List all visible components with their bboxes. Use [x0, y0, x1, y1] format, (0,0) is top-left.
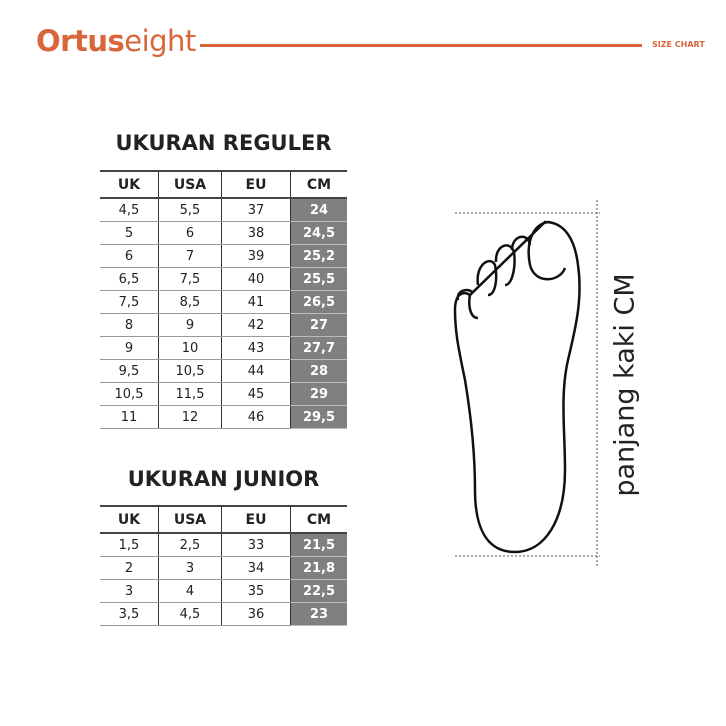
table-row: 6,5 7,5 40 25,5 [100, 267, 347, 291]
table-row: 1,5 2,5 33 21,5 [100, 533, 347, 557]
table-cell: 11,5 [158, 382, 222, 406]
column-header: USA [158, 170, 222, 199]
table-cell: 38 [221, 221, 291, 245]
table-cell: 2,5 [158, 533, 222, 557]
table-cell: 6 [158, 221, 222, 245]
table-cell: 2 [100, 556, 159, 580]
table-cell: 7,5 [158, 267, 222, 291]
table-cell: 24,5 [290, 221, 347, 245]
table-cell: 36 [221, 602, 291, 626]
table-row: 6 7 39 25,2 [100, 244, 347, 268]
junior-title: UKURAN JUNIOR [127, 467, 320, 491]
reguler-title: UKURAN REGULER [115, 131, 332, 155]
table-cell: 5,5 [158, 198, 222, 222]
table-cell: 41 [221, 290, 291, 314]
table-row: 10,5 11,5 45 29 [100, 382, 347, 406]
table-cell: 24 [290, 198, 347, 222]
table-cell: 46 [221, 405, 291, 429]
table-cell: 4,5 [100, 198, 159, 222]
table-cell: 44 [221, 359, 291, 383]
table-cell: 39 [221, 244, 291, 268]
column-header: UK [100, 170, 159, 199]
junior-table: UK USA EU CM 1,5 2,5 33 21,5 2 3 34 21,8 3 4 35 22,5 3,5… [100, 505, 347, 626]
table-cell: 43 [221, 336, 291, 360]
table-cell: 29 [290, 382, 347, 406]
table-cell: 12 [158, 405, 222, 429]
header-row: UK USA EU CM [100, 505, 347, 534]
table-cell: 34 [221, 556, 291, 580]
table-row: 5 6 38 24,5 [100, 221, 347, 245]
table-row: 3,5 4,5 36 23 [100, 602, 347, 626]
table-cell: 3 [100, 579, 159, 603]
table-cell: 1,5 [100, 533, 159, 557]
table-cell: 10,5 [158, 359, 222, 383]
table-cell: 29,5 [290, 405, 347, 429]
table-cell: 5 [100, 221, 159, 245]
table-cell: 42 [221, 313, 291, 337]
table-cell: 45 [221, 382, 291, 406]
column-header: UK [100, 505, 159, 534]
table-cell: 6,5 [100, 267, 159, 291]
table-cell: 27 [290, 313, 347, 337]
brand-logo: Ortuseight [36, 24, 196, 58]
table-cell: 9 [100, 336, 159, 360]
header-row: UK USA EU CM [100, 170, 347, 199]
table-cell: 33 [221, 533, 291, 557]
table-cell: 10 [158, 336, 222, 360]
reguler-table: UK USA EU CM 4,5 5,5 37 24 5 6 38 24,5 6 7 39 25,2 6,5 7,… [100, 170, 347, 429]
table-cell: 40 [221, 267, 291, 291]
size-chart-label: SIZE CHART [652, 40, 705, 49]
table-cell: 8 [100, 313, 159, 337]
table-row: 8 9 42 27 [100, 313, 347, 337]
table-cell: 7 [158, 244, 222, 268]
table-cell: 25,5 [290, 267, 347, 291]
table-cell: 3,5 [100, 602, 159, 626]
header-divider [200, 44, 642, 47]
table-row: 9 10 43 27,7 [100, 336, 347, 360]
table-row: 3 4 35 22,5 [100, 579, 347, 603]
table-cell: 7,5 [100, 290, 159, 314]
table-row: 4,5 5,5 37 24 [100, 198, 347, 222]
table-row: 2 3 34 21,8 [100, 556, 347, 580]
table-cell: 21,5 [290, 533, 347, 557]
table-cell: 23 [290, 602, 347, 626]
table-cell: 4 [158, 579, 222, 603]
table-cell: 9 [158, 313, 222, 337]
table-cell: 10,5 [100, 382, 159, 406]
table-cell: 27,7 [290, 336, 347, 360]
table-cell: 37 [221, 198, 291, 222]
column-header: USA [158, 505, 222, 534]
column-header: EU [221, 170, 291, 199]
foot-outline-icon [453, 220, 581, 554]
table-cell: 4,5 [158, 602, 222, 626]
table-cell: 6 [100, 244, 159, 268]
table-row: 11 12 46 29,5 [100, 405, 347, 429]
table-cell: 3 [158, 556, 222, 580]
table-cell: 28 [290, 359, 347, 383]
table-row: 9,5 10,5 44 28 [100, 359, 347, 383]
table-cell: 25,2 [290, 244, 347, 268]
table-cell: 26,5 [290, 290, 347, 314]
table-cell: 35 [221, 579, 291, 603]
table-cell: 22,5 [290, 579, 347, 603]
table-cell: 9,5 [100, 359, 159, 383]
table-cell: 11 [100, 405, 159, 429]
column-header: CM [290, 170, 347, 199]
table-row: 7,5 8,5 41 26,5 [100, 290, 347, 314]
foot-length-label: panjang kaki CM [609, 273, 641, 497]
table-cell: 8,5 [158, 290, 222, 314]
table-cell: 21,8 [290, 556, 347, 580]
column-header: CM [290, 505, 347, 534]
column-header: EU [221, 505, 291, 534]
